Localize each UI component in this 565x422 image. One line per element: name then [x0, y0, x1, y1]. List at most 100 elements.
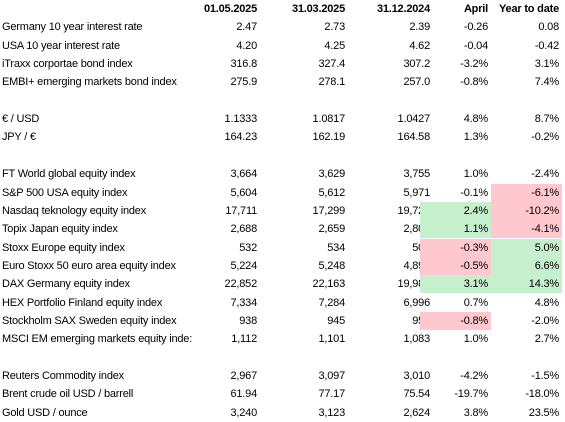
value-cell: 2,624 — [403, 406, 430, 419]
value-cell: 4.8% — [463, 113, 488, 126]
value-cell: 534 — [327, 241, 345, 254]
value-cell: 278.1 — [318, 76, 345, 89]
value-cell: 6.6% — [491, 256, 562, 275]
row-label: Reuters Commodity index — [2, 370, 124, 382]
value-cell: 938 — [239, 314, 257, 327]
value-cell: 5,224 — [230, 259, 257, 272]
value-cell: -0.8% — [420, 311, 491, 330]
value-cell: 275.9 — [230, 76, 257, 89]
value-cell: 307.2 — [403, 58, 430, 71]
value-cell: 7,334 — [230, 296, 257, 309]
value-cell: -0.42 — [534, 39, 559, 52]
column-header: 31.12.2024 — [376, 3, 430, 15]
value-cell: 4.8% — [534, 296, 559, 309]
value-cell: 1.0427 — [397, 113, 431, 126]
value-cell: 2.39 — [409, 21, 430, 34]
value-cell: 3.8% — [463, 406, 488, 419]
row-label: Stockholm SAX Sweden equity index — [2, 314, 177, 327]
row-label: MSCI EM emerging markets equity inde: — [2, 333, 193, 346]
value-cell: 3,240 — [230, 406, 257, 419]
value-cell: 0.08 — [538, 21, 559, 34]
value-cell: 1,112 — [231, 333, 257, 346]
row-label: EMBI+ emerging markets bond index — [2, 76, 177, 89]
value-cell: 5.0% — [491, 238, 562, 257]
value-cell: -0.1% — [460, 186, 488, 199]
row-label: FT World global equity index — [2, 168, 136, 181]
value-cell: -6.1% — [491, 183, 562, 202]
value-cell: 162.19 — [312, 131, 346, 144]
value-cell: 3,097 — [318, 370, 345, 382]
value-cell: 2,659 — [318, 223, 345, 236]
column-header: 01.05.2025 — [203, 3, 257, 15]
value-cell: 532 — [239, 241, 257, 254]
value-cell: 1.0% — [463, 333, 488, 346]
value-cell: 2.47 — [236, 21, 257, 34]
value-cell: -0.04 — [463, 39, 488, 52]
value-cell: 2,967 — [230, 370, 257, 382]
value-cell: 1.1% — [420, 220, 491, 239]
value-cell: -1.5% — [531, 370, 559, 382]
value-cell: -2.0% — [531, 314, 559, 327]
value-cell: 1.0% — [463, 168, 488, 181]
value-cell: 5,248 — [318, 259, 345, 272]
value-cell: 1.3% — [463, 131, 488, 144]
value-cell: 4.20 — [236, 39, 257, 52]
value-cell: -0.2% — [531, 131, 559, 144]
value-cell: 1,083 — [403, 333, 430, 346]
value-cell: -4.2% — [460, 370, 488, 382]
value-cell: -2.4% — [531, 168, 559, 181]
row-label: DAX Germany equity index — [2, 278, 130, 291]
value-cell: 164.58 — [397, 131, 431, 144]
value-cell: 164.23 — [224, 131, 258, 144]
value-cell: 3,664 — [230, 168, 257, 181]
value-cell: 0.7% — [463, 296, 488, 309]
value-cell: 77.17 — [318, 388, 345, 401]
value-cell: -19.7% — [454, 388, 488, 401]
value-cell: 7,284 — [318, 296, 345, 309]
value-cell: 2,688 — [230, 223, 257, 236]
value-cell: 6,996 — [403, 296, 430, 309]
value-cell: 1.1333 — [224, 113, 258, 126]
row-label: JPY / € — [2, 131, 36, 144]
row-label: S&P 500 USA equity index — [2, 186, 128, 199]
column-header: 31.03.2025 — [291, 3, 345, 15]
value-cell: 5,612 — [318, 186, 345, 199]
value-cell: 75.54 — [403, 388, 430, 401]
value-cell: -4.1% — [491, 220, 562, 239]
value-cell: 3,629 — [318, 168, 345, 181]
value-cell: -18.0% — [525, 388, 559, 401]
row-label: Topix Japan equity index — [2, 223, 118, 236]
value-cell: 2.73 — [324, 21, 345, 34]
value-cell: -0.3% — [420, 238, 491, 257]
value-cell: 1,101 — [318, 333, 345, 346]
row-label: HEX Portfolio Finland equity index — [2, 296, 163, 309]
value-cell: -0.8% — [460, 76, 488, 89]
column-header: April — [463, 3, 488, 15]
row-label: USA 10 year interest rate — [2, 39, 120, 52]
value-cell: 23.5% — [528, 406, 559, 419]
row-label: € / USD — [2, 113, 40, 126]
value-cell: -0.5% — [420, 256, 491, 275]
value-cell: 327.4 — [318, 58, 345, 71]
value-cell: 3.1% — [534, 58, 559, 71]
value-cell: 945 — [327, 314, 345, 327]
value-cell: 17,299 — [312, 204, 346, 217]
value-cell: -0.26 — [463, 21, 488, 34]
value-cell: 7.4% — [534, 76, 559, 89]
value-cell: 3,755 — [403, 168, 430, 181]
value-cell: 4.62 — [409, 39, 430, 52]
value-cell: 22,852 — [224, 278, 258, 291]
column-header: Year to date — [499, 3, 559, 15]
value-cell: -10.2% — [491, 201, 562, 220]
value-cell: 61.94 — [230, 388, 257, 401]
value-cell: 3,123 — [318, 406, 345, 419]
value-cell: -3.2% — [460, 58, 488, 71]
row-label: Gold USD / ounce — [2, 406, 88, 419]
value-cell: 17,711 — [225, 204, 257, 217]
value-cell: 257.0 — [403, 76, 430, 89]
value-cell: 22,163 — [312, 278, 346, 291]
row-label: Germany 10 year interest rate — [2, 21, 143, 34]
row-label: iTraxx corportae bond index — [2, 58, 133, 71]
value-cell: 3.1% — [420, 275, 491, 294]
